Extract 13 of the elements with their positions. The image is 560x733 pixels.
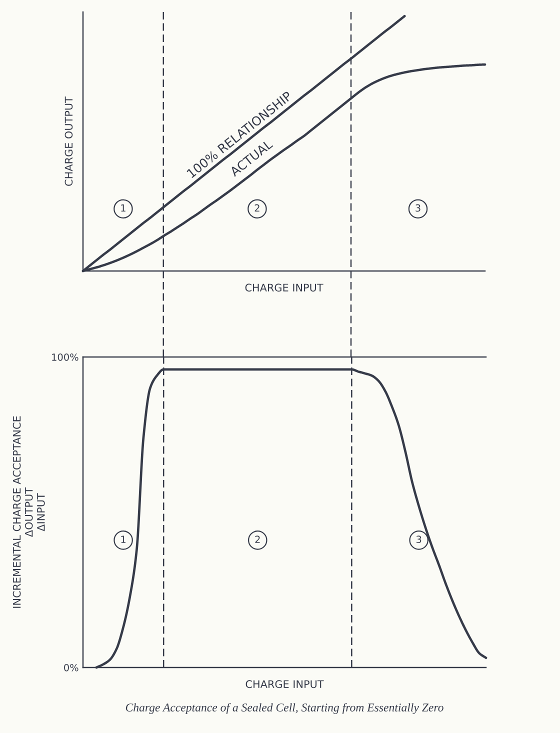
- text: Charge Acceptance of a Sealed Cell, Starting from Essentially Zero: [126, 703, 444, 714]
- y-tick-label: 100%: [52, 353, 78, 361]
- y-axis-title: CHARGE OUTPUT: [64, 96, 73, 186]
- x-axis-title: CHARGE INPUT: [245, 284, 324, 292]
- annotation: 3: [416, 536, 422, 544]
- y-tick-label: 0%: [64, 664, 78, 672]
- annotation: 2: [255, 536, 260, 543]
- annotation: 1: [121, 204, 126, 212]
- annotation: 3: [416, 204, 420, 212]
- x-axis-title: CHARGE INPUT: [246, 680, 324, 688]
- annotation: 2: [254, 204, 260, 212]
- annotation: 1: [121, 536, 126, 543]
- y-axis-title: INCREMENTAL CHARGE ACCEPTANCE ΔOUTPUT ΔINPUT: [12, 416, 45, 608]
